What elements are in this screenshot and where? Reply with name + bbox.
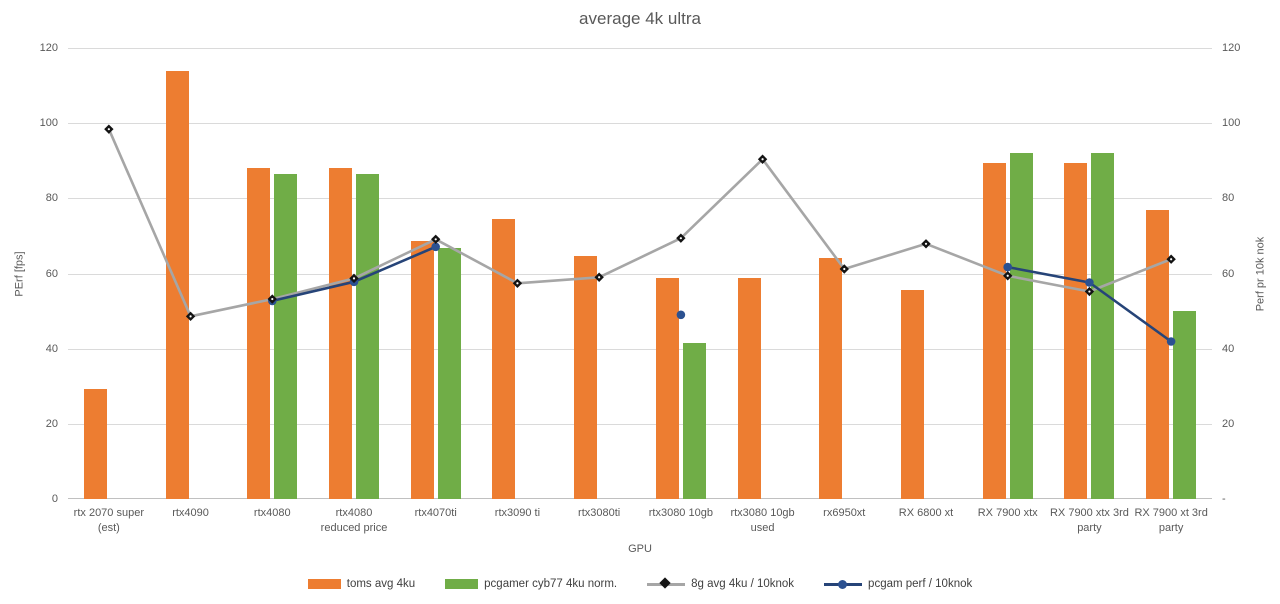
- circle-marker-pcgam-perf-10knok: [1166, 337, 1176, 346]
- line-series-layer: [104, 124, 1176, 346]
- x-axis-line: [68, 498, 1212, 499]
- x-category-label-rtx3080-10gb-used: rtx3080 10gb used: [730, 507, 795, 534]
- diamond-marker-center: [1170, 258, 1173, 261]
- y-tick-right-120: 120: [1222, 42, 1241, 54]
- diamond-marker-center: [843, 267, 846, 271]
- diamond-marker-center: [1006, 274, 1009, 277]
- bar-toms-avg-4ku: [492, 219, 516, 499]
- diamond-marker-center: [352, 277, 356, 280]
- circle-marker-pcgam-perf-10knok: [676, 310, 686, 320]
- diamond-marker-center: [598, 276, 601, 279]
- legend-label: pcgamer cyb77 4ku norm.: [484, 578, 618, 590]
- line-8g-avg-4ku-10knok: [107, 128, 1172, 318]
- x-category-label-rx-6800-xt: RX 6800 xt: [898, 507, 954, 519]
- diamond-marker-center: [1088, 290, 1091, 293]
- x-category-label-rtx-2070-super-est: rtx 2070 super (est): [73, 507, 144, 534]
- x-axis-title: GPU: [628, 543, 652, 555]
- diamond-marker-center: [189, 315, 192, 318]
- diamond-marker-center: [679, 237, 682, 240]
- plot-area: [68, 48, 1212, 499]
- x-category-label-rtx4090: rtx4090: [172, 507, 209, 519]
- y-tick-left-0: 0: [51, 493, 58, 505]
- y-tick-right-60: 60: [1222, 267, 1235, 280]
- bar-toms-avg-4ku: [83, 388, 107, 499]
- bar-toms-avg-4ku: [329, 168, 352, 499]
- legend-label: toms avg 4ku: [346, 578, 416, 590]
- bar-pcgamer-cyb77-4ku-norm: [1009, 152, 1033, 499]
- y-tick-right-20: 20: [1222, 417, 1235, 430]
- legend-label: pcgam perf / 10knok: [868, 578, 973, 590]
- gridline-80: [68, 198, 1212, 200]
- legend-swatch-line-diamond: [647, 577, 686, 590]
- bar-toms-avg-4ku: [1146, 210, 1170, 499]
- legend-item-pcgam-perf-10knok: pcgam perf / 10knok: [824, 578, 972, 590]
- x-category-label-rtx4070ti: rtx4070ti: [414, 507, 457, 519]
- legend-item-toms-avg-4ku: toms avg 4ku: [307, 578, 416, 590]
- y-tick-left-80: 80: [45, 192, 58, 205]
- x-category-label-rx6950xt: rx6950xt: [823, 507, 866, 519]
- bar-pcgamer-cyb77-4ku-norm: [437, 247, 461, 499]
- legend-swatch-bar: [445, 579, 479, 589]
- bar-pcgamer-cyb77-4ku-norm: [682, 343, 706, 499]
- diamond-marker-center: [761, 158, 764, 161]
- gridline-60: [68, 273, 1212, 275]
- bar-toms-avg-4ku: [247, 168, 271, 499]
- x-category-label-rtx3080-10gb: rtx3080 10gb: [648, 507, 713, 519]
- y-tick-right-40: 40: [1222, 342, 1235, 355]
- legend-item-pcgamer-cyb77-4ku-norm: pcgamer cyb77 4ku norm.: [445, 578, 617, 590]
- legend-swatch-bar: [307, 579, 341, 589]
- y-tick-right-100: 100: [1222, 117, 1241, 130]
- y-tick-left-120: 120: [39, 42, 58, 54]
- x-category-label-rtx4080: rtx4080: [253, 507, 291, 519]
- legend-circle-icon: [838, 579, 848, 589]
- y-tick-left-60: 60: [45, 267, 58, 280]
- diamond-marker-center: [924, 242, 928, 245]
- diamond-marker-center: [516, 282, 519, 285]
- gridline-40: [68, 348, 1212, 350]
- bar-pcgamer-cyb77-4ku-norm: [1091, 152, 1115, 499]
- diamond-marker-center: [107, 128, 110, 131]
- bar-toms-avg-4ku: [574, 255, 598, 499]
- y-tick-left-100: 100: [39, 117, 58, 130]
- x-category-label-rtx3080ti: rtx3080ti: [578, 507, 621, 519]
- bar-toms-avg-4ku: [982, 163, 1006, 499]
- diamond-marker-center: [271, 297, 274, 301]
- legend-diamond-icon: [659, 577, 671, 589]
- y-tick-left-40: 40: [45, 342, 58, 355]
- x-category-label-rx-7900-xt-3rd-party: RX 7900 xt 3rd party: [1134, 507, 1208, 534]
- bar-toms-avg-4ku: [819, 258, 843, 499]
- x-category-label-rtx3090-ti: rtx3090 ti: [494, 507, 541, 519]
- bar-toms-avg-4ku: [1064, 163, 1088, 499]
- circle-marker-pcgam-perf-10knok: [1003, 262, 1012, 272]
- diamond-marker-center: [434, 238, 437, 241]
- circle-marker-pcgam-perf-10knok: [1085, 278, 1094, 287]
- y-tick-left-20: 20: [45, 417, 58, 430]
- legend-label: 8g avg 4ku / 10knok: [691, 578, 795, 590]
- gridline-100: [68, 123, 1212, 125]
- bar-toms-avg-4ku: [655, 278, 679, 499]
- bar-toms-avg-4ku: [410, 240, 434, 499]
- gridline-120: [68, 48, 1212, 49]
- circle-marker-pcgam-perf-10knok: [431, 242, 441, 252]
- bar-pcgamer-cyb77-4ku-norm: [356, 173, 379, 499]
- bar-pcgamer-cyb77-4ku-norm: [1173, 310, 1197, 499]
- x-category-label-rtx4080-reduced-price: rtx4080 reduced price: [320, 507, 388, 534]
- x-category-label-rx-7900-xtx-3rd-party: RX 7900 xtx 3rd party: [1049, 507, 1129, 534]
- bar-toms-avg-4ku: [737, 278, 761, 499]
- y-tick-right-80: 80: [1222, 192, 1235, 205]
- chart-title: average 4k ultra: [579, 9, 701, 28]
- legend: toms avg 4ku pcgamer cyb77 4ku norm. 8g av…: [0, 577, 1280, 590]
- bar-toms-avg-4ku: [901, 290, 924, 499]
- legend-item-8g-avg-4ku-10knok: 8g avg 4ku / 10knok: [647, 577, 795, 590]
- x-category-label-rx-7900-xtx: RX 7900 xtx: [977, 507, 1038, 519]
- gridline-20: [68, 423, 1212, 425]
- bar-pcgamer-cyb77-4ku-norm: [274, 173, 298, 499]
- y-tick-right--: -: [1222, 493, 1226, 505]
- legend-swatch-line-circle: [824, 579, 863, 590]
